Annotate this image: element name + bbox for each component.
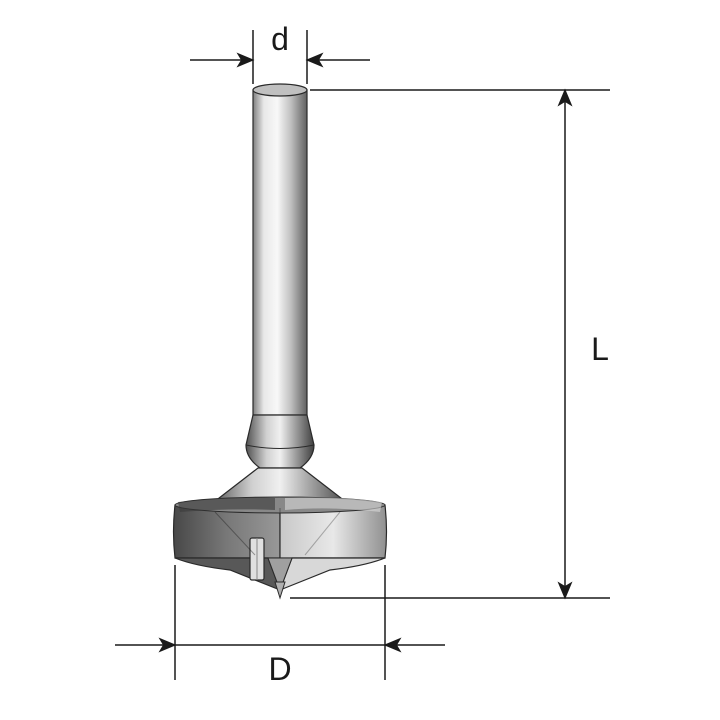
dimension-d: d — [190, 21, 370, 84]
brad-point — [275, 582, 285, 598]
shank — [253, 90, 307, 415]
shank-top — [253, 84, 307, 96]
drill-bit-illustration — [174, 84, 387, 598]
cutting-face-right — [280, 558, 385, 590]
technical-drawing-canvas: d D L — [0, 0, 720, 720]
label-D: D — [268, 651, 291, 687]
label-L: L — [591, 331, 609, 367]
label-d: d — [271, 21, 289, 57]
collar — [246, 415, 314, 468]
